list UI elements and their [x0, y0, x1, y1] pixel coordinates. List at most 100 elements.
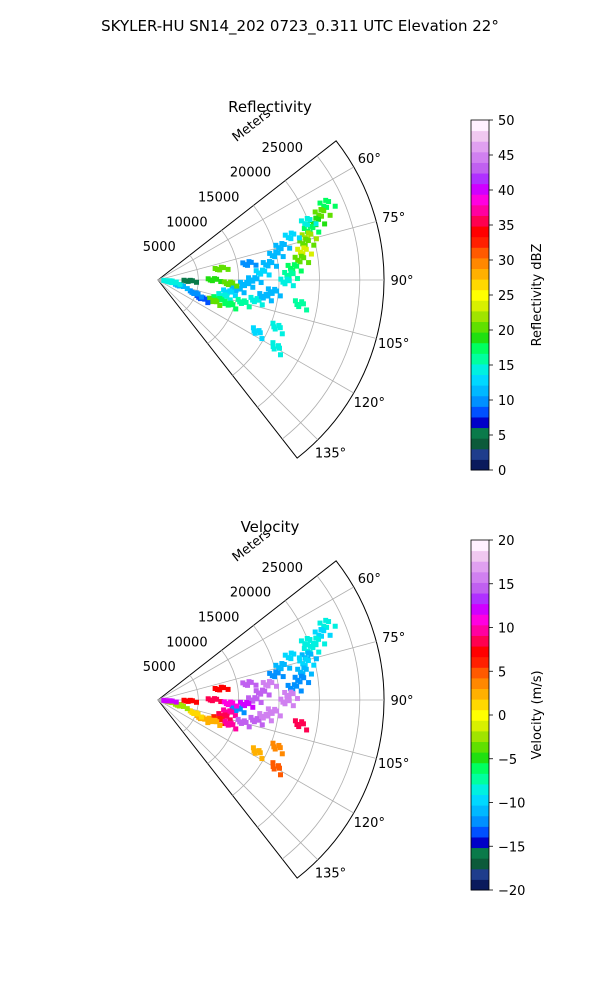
- radar-gate: [250, 297, 256, 303]
- radar-gate: [239, 701, 245, 707]
- radar-gate: [321, 623, 327, 629]
- velocity-panel: Velocity 60° 75° 90° 105° 120° 135° 5000 10000 15…: [143, 518, 545, 899]
- range-ring: [182, 674, 199, 733]
- radar-gate: [307, 223, 313, 229]
- range-tick-label: 25000: [262, 141, 303, 156]
- radar-gate: [246, 679, 252, 685]
- radar-gate: [234, 703, 240, 709]
- radar-gate: [228, 300, 234, 306]
- colorbar-tick-label: 35: [498, 219, 515, 234]
- azimuth-spoke: [157, 699, 319, 861]
- radar-gate: [304, 727, 310, 733]
- radar-gate: [256, 748, 262, 754]
- radar-gate: [284, 276, 290, 282]
- radar-gate: [278, 696, 284, 702]
- radar-gate: [290, 283, 296, 289]
- radar-gate: [304, 215, 310, 221]
- radar-gate: [284, 696, 290, 702]
- colorbar-segment: [471, 677, 489, 689]
- radar-gate: [317, 200, 323, 206]
- radar-gate: [257, 711, 263, 717]
- colorbar-tick-label: 10: [498, 394, 515, 409]
- azimuth-tick-label: 120°: [354, 396, 385, 411]
- radar-gate: [316, 212, 322, 218]
- radar-gate: [300, 241, 306, 247]
- radar-gate: [311, 242, 317, 248]
- radar-gate: [310, 220, 316, 226]
- radar-gate: [294, 696, 300, 702]
- radar-gate: [173, 279, 179, 285]
- radar-gate: [273, 669, 279, 675]
- radar-gate: [277, 293, 283, 299]
- radar-gate: [241, 718, 247, 724]
- radar-gate: [326, 619, 332, 625]
- radar-gate: [208, 297, 214, 303]
- radar-gate: [279, 661, 285, 667]
- radar-gate: [275, 763, 281, 769]
- radar-gate: [321, 203, 327, 209]
- radar-gate: [269, 673, 275, 679]
- radar-gate: [310, 640, 316, 646]
- radar-gate: [313, 656, 319, 662]
- colorbar-tick-label: 25: [498, 289, 515, 304]
- radar-gate: [248, 714, 254, 720]
- radar-gate: [244, 279, 250, 285]
- colorbar-tick-label: −5: [498, 753, 517, 768]
- radar-gate: [288, 265, 294, 271]
- colorbar-tick-label: 10: [498, 622, 515, 637]
- colorbar-tick-label: 45: [498, 149, 515, 164]
- colorbar-segment: [471, 730, 489, 743]
- radar-gate: [296, 235, 302, 241]
- radar-gate: [306, 260, 312, 266]
- radar-gate: [257, 291, 263, 297]
- colorbar-segment: [471, 582, 489, 594]
- radar-gate: [288, 650, 294, 656]
- radar-gate: [187, 277, 193, 283]
- range-ring: [182, 254, 199, 313]
- range-tick-label: 15000: [198, 190, 239, 205]
- radar-gate: [278, 276, 284, 282]
- radar-gate: [253, 262, 259, 268]
- radar-gate: [253, 682, 259, 688]
- colorbar-label: Reflectivity dBZ: [530, 244, 545, 347]
- colorbar-segment: [471, 667, 489, 679]
- radar-gate: [297, 658, 303, 664]
- colorbar-segment: [471, 815, 489, 827]
- radar-gate: [248, 697, 254, 703]
- radar-gate: [259, 302, 265, 308]
- colorbar-tick-label: 30: [498, 254, 515, 269]
- colorbar-segment: [471, 858, 489, 870]
- radar-gates: [161, 197, 338, 358]
- radar-gate: [316, 216, 322, 222]
- radar-gate: [280, 674, 286, 680]
- radar-gate: [280, 699, 286, 705]
- radar-gate: [222, 709, 228, 715]
- radar-gate: [267, 289, 273, 295]
- colorbar-segment: [471, 215, 489, 227]
- colorbar-segment: [471, 310, 489, 323]
- radar-gate: [305, 230, 311, 236]
- radar-gate: [313, 236, 319, 242]
- panel-title: Reflectivity: [228, 98, 312, 116]
- radar-gate: [265, 286, 271, 292]
- azimuth-spoke: [157, 699, 354, 814]
- radar-gate: [312, 209, 318, 215]
- radar-gate: [241, 298, 247, 304]
- radar-gate: [332, 623, 338, 629]
- colorbar-tick-label: −15: [498, 840, 525, 855]
- radar-gate: [231, 286, 237, 292]
- colorbar-segment: [471, 332, 489, 344]
- colorbar-segment: [471, 194, 489, 206]
- radar-gate: [277, 713, 283, 719]
- radar-gate: [205, 300, 211, 306]
- radar-gate: [212, 297, 218, 303]
- colorbar-segment: [471, 141, 489, 153]
- radar-gate: [301, 225, 307, 231]
- colorbar-segment: [471, 321, 489, 333]
- colorbar-tick-label: 20: [498, 534, 515, 549]
- radar-gate: [272, 286, 278, 292]
- radar-gate: [287, 665, 293, 671]
- colorbar-segment: [471, 342, 489, 354]
- radar-gate: [310, 225, 316, 231]
- colorbar-segment: [471, 173, 489, 185]
